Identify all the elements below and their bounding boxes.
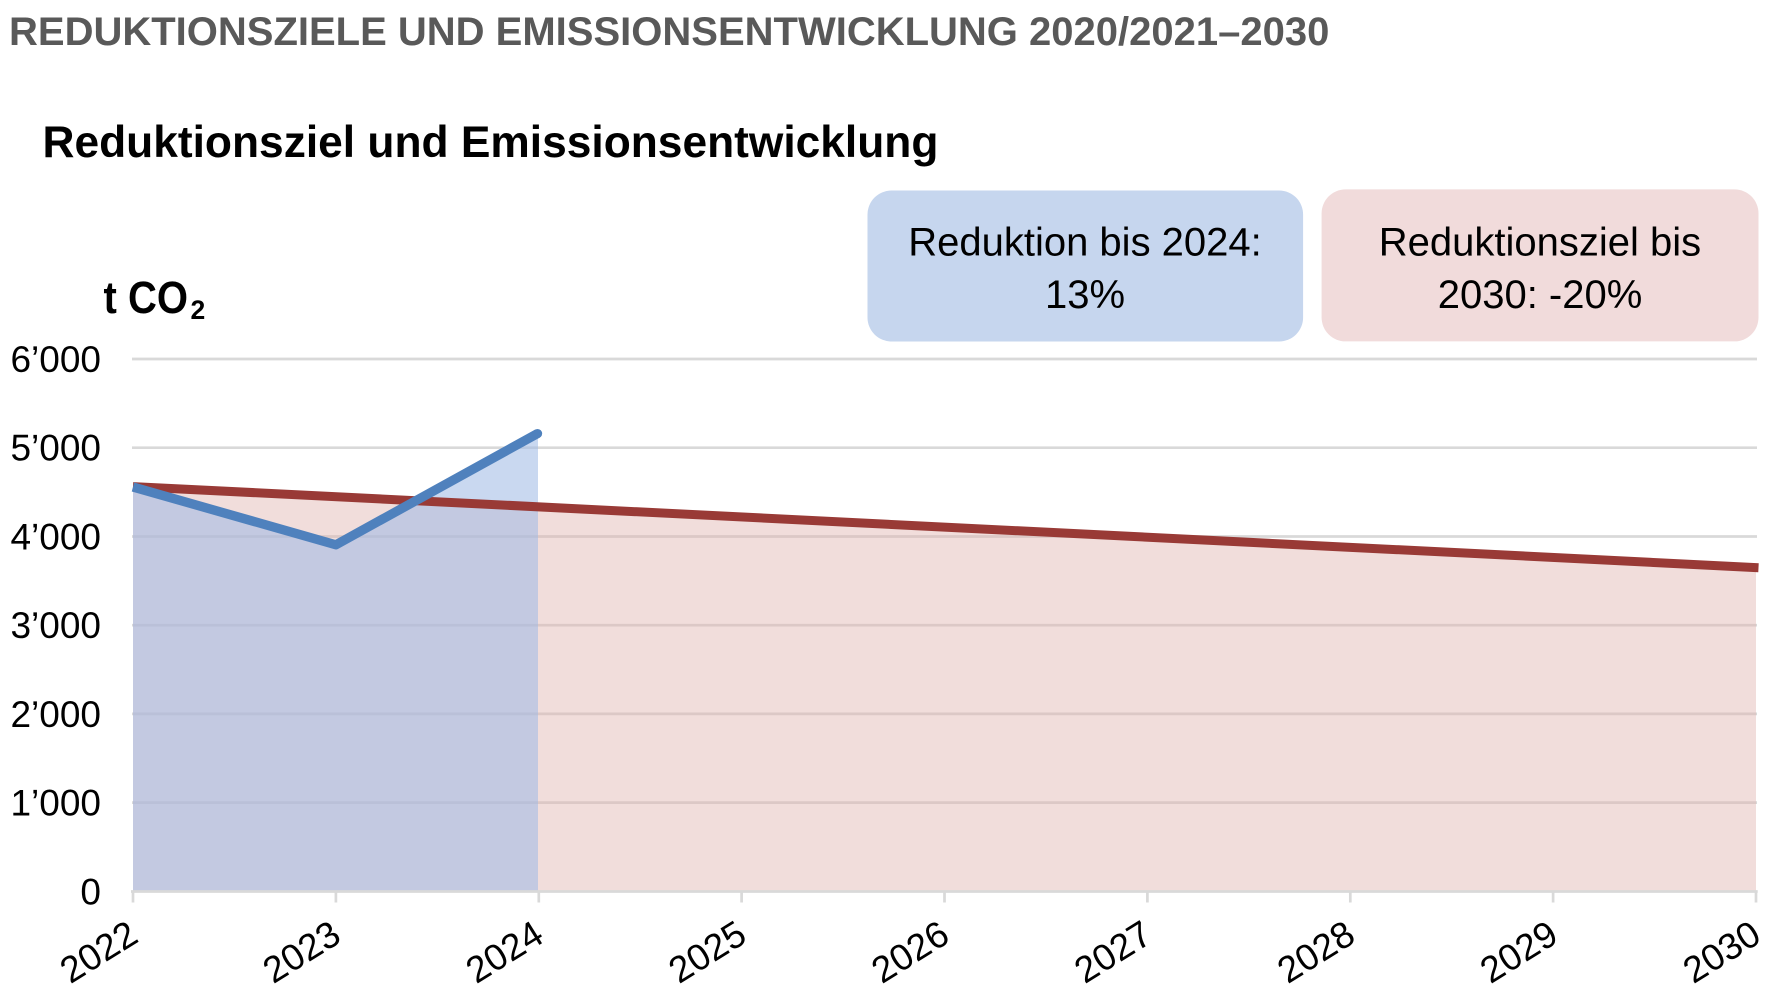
svg-text:1’000: 1’000 [10,783,101,824]
svg-text:2027: 2027 [1067,913,1159,991]
svg-text:2022: 2022 [53,913,145,991]
svg-text:2030: -20%: 2030: -20% [1438,273,1643,317]
svg-text:Reduktionsziel bis: Reduktionsziel bis [1379,221,1701,265]
svg-text:2025: 2025 [662,913,754,991]
svg-text:2024: 2024 [459,913,551,991]
svg-text:2028: 2028 [1270,913,1362,991]
svg-text:Reduktion bis 2024:: Reduktion bis 2024: [908,221,1262,265]
svg-text:t CO: t CO [104,272,189,323]
svg-text:2023: 2023 [256,913,348,991]
svg-text:2026: 2026 [864,913,956,991]
svg-text:6’000: 6’000 [10,339,101,380]
svg-text:13%: 13% [1045,273,1125,317]
svg-text:0: 0 [80,871,101,912]
svg-text:4’000: 4’000 [10,517,101,558]
svg-text:2029: 2029 [1473,913,1565,991]
svg-text:2030: 2030 [1676,913,1768,991]
svg-text:Reduktionsziel und Emissionsen: Reduktionsziel und Emissionsentwicklung [43,118,939,167]
svg-text:5’000: 5’000 [10,428,101,469]
svg-text:3’000: 3’000 [10,605,101,646]
svg-text:REDUKTIONSZIELE UND EMISSIONSE: REDUKTIONSZIELE UND EMISSIONSENTWICKLUNG… [9,10,1329,54]
svg-text:2’000: 2’000 [10,694,101,735]
svg-text:2: 2 [191,295,206,325]
